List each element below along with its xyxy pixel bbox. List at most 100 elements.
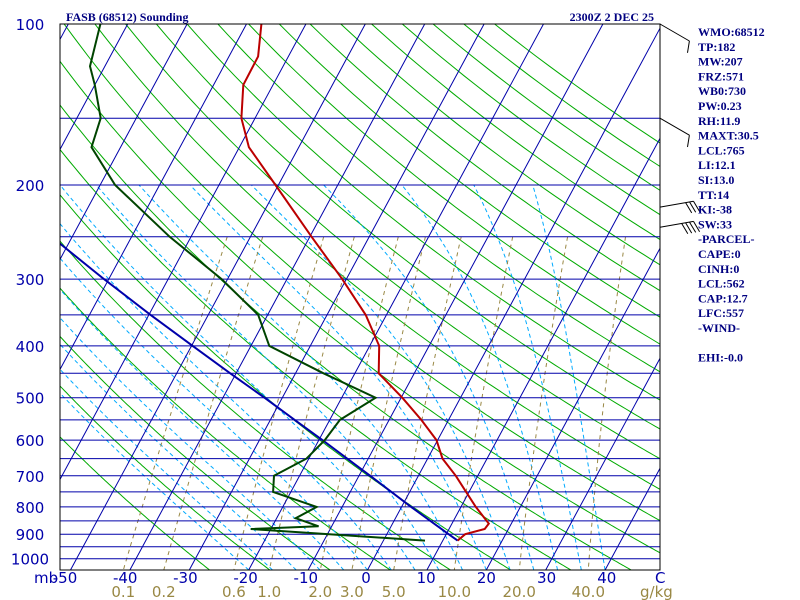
index-value: SW:33: [698, 217, 732, 231]
index-value: LI:12.1: [698, 158, 736, 172]
isotherm: [485, 247, 660, 570]
wind-barbs: [659, 23, 701, 235]
index-value: PW:0.23: [698, 99, 742, 113]
index-value: CINH:0: [698, 262, 739, 276]
temperature-tick-label: -50: [53, 569, 78, 587]
dry-adiabat: [60, 60, 660, 554]
wind-barb: [659, 117, 690, 148]
temperature-tick-label: -20: [233, 569, 258, 587]
isotherm: [545, 357, 660, 570]
temperature-tick-label: -10: [294, 569, 319, 587]
pressure-axis-labels: 100 200 300 400 500 600 700 800 900 1000: [11, 16, 49, 569]
index-value: FRZ:571: [698, 69, 744, 83]
isotherm: [60, 24, 247, 371]
mixing-ratio-tick-label: 10.0: [438, 583, 471, 600]
index-value: WB0:730: [698, 84, 746, 98]
pressure-tick-label: 500: [16, 390, 45, 408]
isotherm: [426, 137, 660, 570]
mixing-ratio-tick-label: 5.0: [382, 583, 406, 600]
index-value: KI:-38: [698, 203, 732, 217]
pressure-tick-label: 400: [16, 338, 45, 356]
moist-adiabat: [60, 317, 321, 570]
mixing-ratio-tick-label: 2.0: [308, 583, 332, 600]
mixing-ratio-tick-label: 0.2: [152, 583, 176, 600]
mixing-ratio-tick-label: 1.0: [257, 583, 281, 600]
temperature-tick-label: 30: [537, 569, 556, 587]
dry-adiabat: [340, 24, 660, 266]
dry-adiabat: [186, 24, 660, 401]
dry-adiabat: [60, 148, 572, 570]
moist-adiabat: [401, 184, 559, 570]
index-value: CAPE:0: [698, 247, 741, 261]
chart-title: FASB (68512) Sounding: [66, 10, 188, 24]
mixing-ratio-line: [351, 236, 426, 570]
dry-adiabat: [60, 240, 451, 570]
isotherm: [188, 24, 485, 570]
chart-grid: [0, 24, 660, 570]
index-value: LFC:557: [698, 306, 744, 320]
plot-frame: [59, 23, 661, 571]
moist-adiabat: [323, 184, 535, 570]
isotherm: [60, 24, 69, 41]
dry-adiabat: [60, 436, 210, 570]
mixing-ratio-unit-label: g/kg: [640, 583, 673, 600]
pressure-tick-label: 300: [16, 271, 45, 289]
moist-adiabat: [532, 184, 606, 570]
index-value: MW:207: [698, 55, 743, 69]
dry-adiabat: [125, 24, 660, 460]
isotherm: [60, 24, 307, 481]
index-value: EHI:-0.0: [698, 351, 743, 365]
wind-barb: [659, 220, 701, 235]
parcel-path-line: [60, 242, 459, 542]
temperature-tick-label: 20: [477, 569, 496, 587]
pressure-tick-label: 100: [16, 16, 45, 34]
index-value: RH:11.9: [698, 114, 740, 128]
dry-adiabat: [156, 24, 660, 430]
dry-adiabat: [60, 194, 512, 570]
dry-adiabat: [309, 24, 660, 292]
moist-adiabat: [60, 392, 250, 570]
dry-adiabat: [60, 104, 632, 570]
index-value: CAP:12.7: [698, 291, 748, 305]
index-value: -PARCEL-: [698, 232, 754, 246]
dewpoint-line: [88, 24, 426, 542]
isotherm: [60, 24, 129, 151]
index-value: TP:182: [698, 40, 735, 54]
moist-adiabat: [189, 184, 487, 570]
mixing-ratio-line: [268, 236, 355, 570]
dry-adiabat: [94, 24, 660, 490]
pressure-tick-label: 1000: [11, 551, 49, 569]
moist-adiabat: [60, 343, 297, 570]
temperature-tick-label: 0: [361, 569, 371, 587]
dry-adiabat: [463, 24, 660, 168]
moist-adiabat: [60, 288, 345, 570]
moist-adiabat: [95, 184, 440, 570]
temperature-unit-label: C: [655, 569, 665, 587]
mixing-ratio-line: [587, 236, 626, 570]
pressure-tick-label: 700: [16, 468, 45, 486]
isotherm: [604, 467, 660, 570]
dry-adiabat: [60, 385, 271, 570]
pressure-tick-label: 600: [16, 432, 45, 450]
pressure-tick-label: 800: [16, 499, 45, 517]
pressure-tick-label: 900: [16, 526, 45, 544]
isotherm: [129, 24, 426, 570]
mixing-ratio-tick-label: 0.1: [111, 583, 135, 600]
sounding-profiles: [60, 24, 491, 542]
mixing-ratio-line: [163, 236, 264, 570]
isotherm: [0, 24, 9, 570]
index-value: -WIND-: [698, 321, 740, 335]
pressure-unit-label: mb: [34, 569, 58, 587]
temperature-tick-label: 10: [417, 569, 436, 587]
isotherm: [367, 27, 660, 570]
index-value: TT:14: [698, 188, 729, 202]
index-value: MAXT:30.5: [698, 129, 759, 143]
isotherm: [248, 24, 544, 570]
dry-adiabat: [60, 335, 331, 570]
mixing-ratio-axis-labels: 0.1 0.2 0.6 1.0 2.0 3.0 5.0 10.0 20.0 40.0: [111, 583, 605, 600]
dry-adiabat: [217, 24, 660, 373]
wind-barb: [659, 23, 690, 53]
pressure-tick-label: 200: [16, 177, 45, 195]
dry-adiabat: [278, 24, 660, 318]
